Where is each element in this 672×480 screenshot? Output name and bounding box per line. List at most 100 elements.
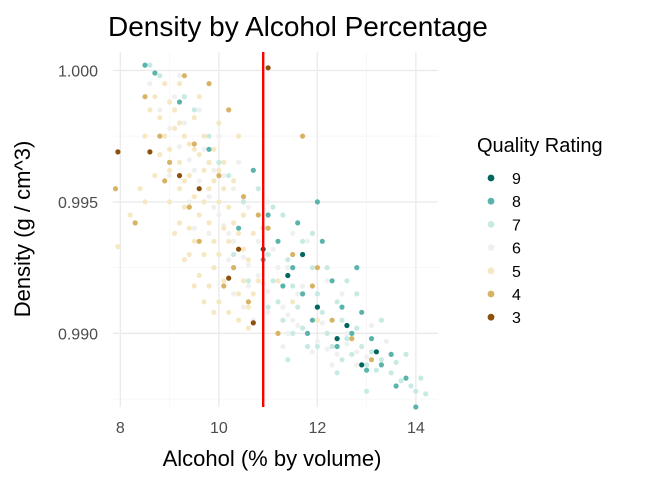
data-point: [255, 278, 261, 284]
data-point: [378, 362, 384, 368]
data-point: [236, 317, 242, 323]
axis-ticks: 8 10 12 14 0.990 0.995 1.000: [58, 63, 425, 437]
data-point: [216, 199, 222, 205]
data-point: [157, 107, 163, 113]
data-point: [115, 149, 121, 155]
data-point: [349, 330, 355, 336]
data-point: [255, 238, 261, 244]
data-point: [265, 199, 271, 205]
data-point: [290, 230, 296, 236]
x-axis-title: Alcohol (% by volume): [163, 446, 382, 471]
data-point: [334, 370, 340, 376]
legend-label: 7: [512, 217, 521, 234]
data-point: [309, 349, 315, 355]
series-quality-3: [115, 65, 271, 326]
x-tick-label: 8: [116, 420, 125, 437]
data-point: [364, 388, 370, 394]
data-point: [191, 115, 197, 121]
data-point: [226, 257, 232, 263]
data-point: [231, 251, 237, 258]
data-point: [176, 173, 183, 179]
legend-swatch: [487, 197, 495, 205]
legend-swatch: [487, 313, 495, 321]
data-point: [378, 357, 384, 363]
data-point: [216, 120, 222, 126]
data-point: [231, 186, 237, 192]
data-point: [324, 278, 330, 284]
data-point: [354, 362, 360, 368]
data-point: [245, 325, 251, 331]
data-point: [250, 291, 256, 297]
data-point: [339, 291, 345, 297]
data-point: [295, 220, 301, 226]
data-point: [196, 272, 202, 279]
data-point: [368, 357, 375, 363]
data-point: [314, 291, 320, 297]
data-point: [226, 107, 232, 113]
data-point: [354, 291, 360, 297]
data-point: [196, 94, 202, 100]
data-point: [255, 272, 261, 279]
data-point: [275, 299, 281, 305]
data-point: [339, 317, 345, 323]
legend-label: 6: [512, 241, 521, 258]
data-point: [157, 73, 163, 79]
data-point: [240, 212, 247, 218]
data-point: [162, 133, 168, 139]
data-point: [201, 133, 207, 139]
legend-label: 8: [512, 194, 521, 211]
data-point: [142, 133, 148, 139]
data-point: [295, 304, 301, 310]
data-point: [181, 178, 187, 184]
data-point: [127, 212, 133, 218]
data-point: [211, 146, 217, 152]
data-point: [270, 278, 276, 284]
chart-title: Density by Alcohol Percentage: [108, 11, 488, 42]
x-tick-label: 12: [308, 420, 326, 437]
data-point: [373, 349, 379, 355]
x-tick-label: 14: [407, 420, 425, 437]
data-point: [216, 251, 222, 258]
data-point: [201, 146, 207, 152]
data-point: [290, 251, 296, 258]
data-point: [403, 375, 409, 381]
data-point: [236, 246, 242, 252]
data-point: [300, 251, 306, 258]
legend-item: 5: [487, 264, 521, 281]
data-point: [304, 238, 311, 244]
data-point: [162, 81, 168, 87]
data-point: [162, 178, 168, 184]
data-point: [329, 362, 335, 368]
data-point: [181, 94, 187, 100]
data-point: [206, 81, 212, 87]
data-point: [240, 278, 247, 284]
data-point: [255, 186, 261, 192]
data-point: [115, 244, 121, 250]
data-point: [265, 288, 271, 294]
data-point: [181, 73, 187, 79]
data-point: [176, 159, 183, 165]
legend-swatch: [487, 290, 495, 298]
data-point: [152, 70, 158, 76]
data-point: [309, 265, 315, 271]
data-point: [216, 159, 222, 165]
data-point: [378, 317, 384, 323]
data-point: [245, 283, 251, 289]
data-point: [300, 291, 306, 297]
data-point: [191, 194, 197, 200]
y-tick-label: 0.990: [58, 326, 98, 343]
data-point: [221, 283, 227, 289]
data-point: [167, 125, 173, 131]
data-point: [176, 120, 183, 126]
data-point: [216, 299, 222, 305]
series-quality-7: [147, 62, 429, 397]
data-point: [280, 317, 286, 323]
data-point: [329, 343, 335, 350]
series-quality-8: [142, 62, 419, 410]
data-point: [344, 278, 350, 284]
data-point: [275, 238, 281, 244]
data-point: [147, 149, 153, 155]
data-point: [221, 173, 227, 179]
data-point: [176, 81, 183, 87]
series-quality-9: [260, 246, 379, 368]
